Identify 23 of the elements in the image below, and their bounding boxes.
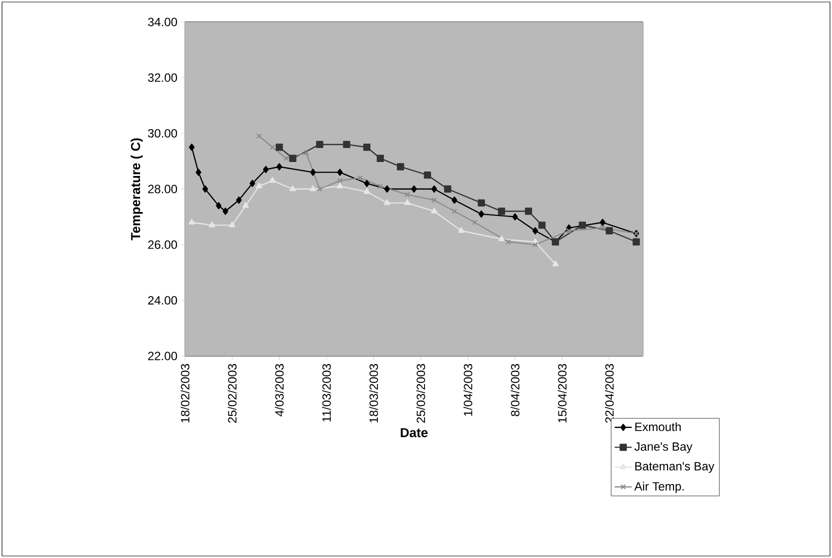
y-tick-label: 28.00 (148, 184, 178, 194)
x-tick-label: 22/04/2003 (604, 364, 614, 423)
legend-label: Jane's Bay (634, 442, 692, 454)
y-tick-label: 22.00 (148, 352, 178, 360)
y-tick-label: 30.00 (148, 129, 178, 138)
y-axis-title: Temperature ( C) (130, 138, 143, 240)
x-tick-label: 18/03/2003 (369, 364, 378, 422)
y-tick-label: 34.00 (148, 18, 178, 26)
x-tick-label: 25/02/2003 (228, 364, 237, 423)
x-tick-label: 4/03/2003 (274, 364, 284, 416)
x-tick-label: 11/03/2003 (322, 364, 331, 422)
x-tick-label: 25/03/2003 (416, 364, 426, 423)
x-tick-label: 15/04/2003 (558, 364, 567, 422)
legend-label: Air Temp. (634, 482, 684, 493)
y-tick-label: 26.00 (148, 240, 178, 249)
x-tick-label: 1/04/2003 (464, 364, 472, 416)
y-tick-label: 24.00 (148, 296, 178, 305)
x-tick-label: 18/02/2003 (180, 364, 190, 422)
x-axis-title: Date (400, 428, 428, 438)
legend-label: Bateman's Bay (635, 462, 714, 473)
legend-label: Exmouth (635, 422, 681, 432)
x-tick-label: 8/04/2003 (510, 364, 520, 416)
y-tick-label: 32.00 (148, 73, 178, 82)
